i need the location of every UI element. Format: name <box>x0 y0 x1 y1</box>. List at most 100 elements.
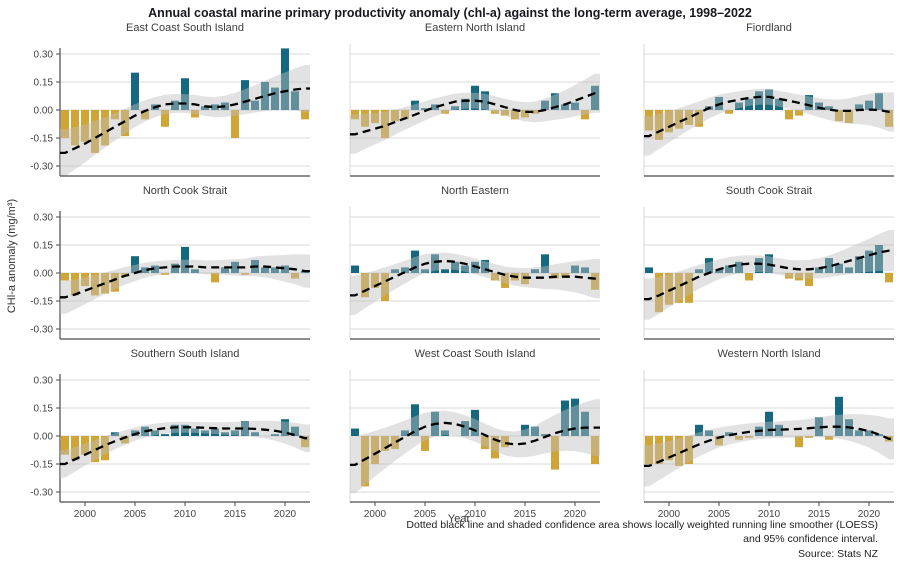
y-tick-label: -0.15 <box>30 297 53 308</box>
confidence-band <box>60 420 310 478</box>
bar <box>581 411 589 436</box>
bar <box>481 91 489 110</box>
bar <box>111 432 119 436</box>
bar <box>695 269 703 273</box>
confidence-band <box>350 73 600 154</box>
bar <box>835 110 843 122</box>
bar <box>591 436 599 464</box>
bar <box>795 436 803 448</box>
bar <box>351 428 359 436</box>
bar <box>181 424 189 436</box>
bar <box>571 102 579 110</box>
chart-west-coast-south-island: 2000 2005 2010 2015 2020 <box>349 370 600 520</box>
bar <box>665 110 673 133</box>
loess-line <box>644 249 894 301</box>
bar <box>61 110 69 138</box>
bar <box>685 436 693 464</box>
bar <box>211 104 219 110</box>
bar <box>441 110 449 114</box>
bar <box>885 110 893 127</box>
source-attribution: Source: Stats NZ <box>798 548 878 560</box>
bar <box>745 98 753 110</box>
bar <box>71 110 79 146</box>
loess-line <box>60 426 310 466</box>
chart-north-cook-strait: 0.30 0.15 0.00 -0.15 -0.30 <box>30 211 310 340</box>
bar <box>805 436 813 438</box>
bar <box>431 104 439 110</box>
y-tick-label: 0.15 <box>34 78 54 89</box>
confidence-band <box>350 252 600 315</box>
bar <box>845 267 853 273</box>
subplot-north-cook-strait: North Cook Strait 0.30 0.15 0.00 -0.15 -0.30 <box>18 185 312 348</box>
bar <box>171 100 179 110</box>
bar <box>191 110 199 118</box>
bar <box>131 256 139 273</box>
subplot-title: Eastern North Island <box>424 22 526 34</box>
bar <box>735 261 743 273</box>
bar <box>441 269 449 273</box>
bar <box>281 419 289 436</box>
confidence-band <box>350 399 600 494</box>
subplot-west-coast-south-island: West Coast South Island 2000 2005 2010 2015 2… <box>312 348 606 527</box>
bar <box>261 267 269 273</box>
loess-line <box>60 265 310 299</box>
y-tick-label: 0.30 <box>34 213 54 224</box>
y-tick-label: 0.00 <box>34 106 54 117</box>
bar <box>411 100 419 110</box>
bar <box>61 273 69 281</box>
bar <box>211 273 219 283</box>
bar <box>645 267 653 273</box>
bar <box>171 424 179 436</box>
x-tick-label: 2015 <box>514 509 537 520</box>
bar <box>411 404 419 436</box>
bar <box>715 436 723 446</box>
bar <box>521 110 529 118</box>
bar <box>591 85 599 110</box>
bar <box>705 430 713 436</box>
bar <box>111 110 119 120</box>
y-tick-label: 0.15 <box>34 241 54 252</box>
bar <box>241 80 249 110</box>
x-tick-label: 2005 <box>124 509 147 520</box>
bar <box>855 104 863 110</box>
y-tick-label: 0.15 <box>34 404 54 415</box>
bar <box>745 273 753 281</box>
chart-east-coast-south-island: 0.30 0.15 0.00 -0.15 -0.30 <box>30 48 310 177</box>
y-tick-label: -0.30 <box>30 325 53 336</box>
bar <box>481 259 489 273</box>
bar <box>665 436 673 461</box>
bar <box>541 100 549 110</box>
bar <box>81 110 89 142</box>
bar <box>221 432 229 436</box>
chart-south-cook-strait <box>643 207 894 340</box>
bar <box>491 436 499 459</box>
bar <box>695 110 703 127</box>
bar <box>571 398 579 436</box>
subplot-southern-south-island: Southern South Island 0.30 0.15 0.00 -0.15 -0… <box>18 348 312 527</box>
x-tick-label: 2005 <box>414 509 437 520</box>
bar <box>81 273 89 287</box>
bar <box>591 273 599 290</box>
bar <box>231 110 239 138</box>
bar <box>725 265 733 273</box>
bar <box>655 436 663 464</box>
bar <box>281 48 289 110</box>
subplot-title: Fiordland <box>746 22 792 34</box>
bar <box>471 409 479 436</box>
chart-fiordland <box>643 44 894 177</box>
bar <box>501 436 509 448</box>
bar <box>501 273 509 288</box>
chart-eastern-north-island <box>349 44 600 177</box>
loess-line <box>644 425 894 468</box>
x-tick-label: 2000 <box>74 509 97 520</box>
bar <box>431 254 439 273</box>
bar <box>835 396 843 436</box>
bar <box>181 246 189 273</box>
bar <box>461 98 469 110</box>
bar <box>441 430 449 436</box>
loess-line <box>350 259 600 297</box>
bar <box>91 273 99 296</box>
chart-title: Annual coastal marine primary productivi… <box>148 6 752 20</box>
bar <box>461 421 469 436</box>
bar <box>351 110 359 120</box>
